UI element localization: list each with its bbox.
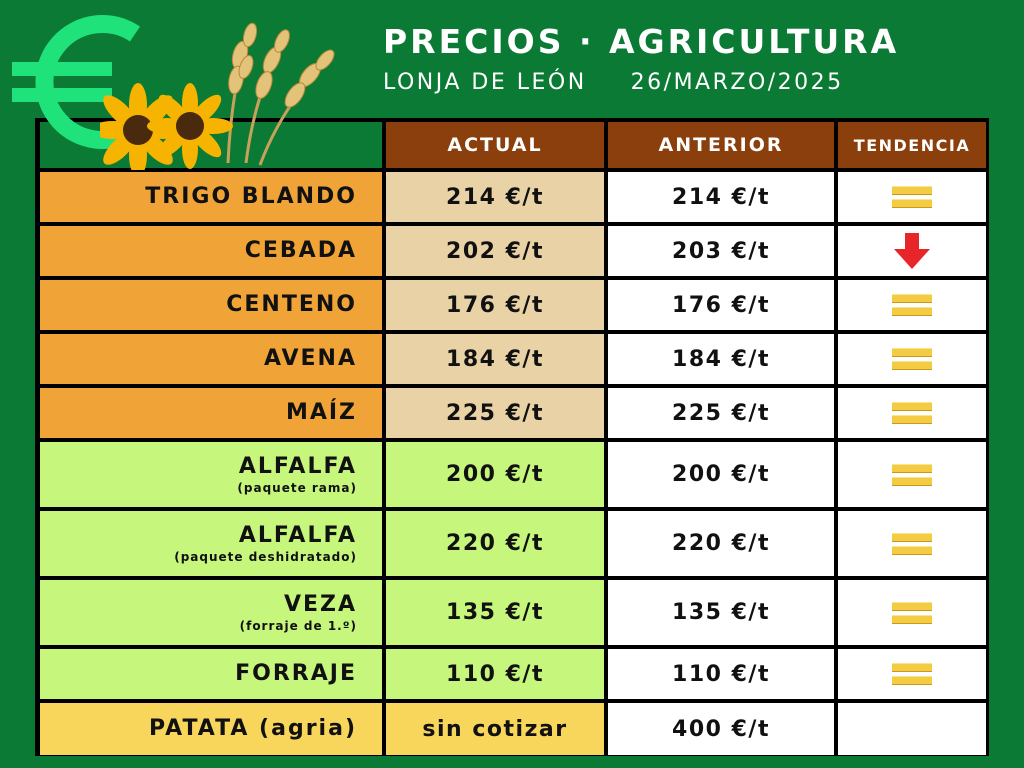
product-detail: (forraje de 1.º) bbox=[239, 618, 357, 633]
product-name: VEZA bbox=[283, 591, 357, 617]
product-name: CENTENO bbox=[226, 292, 357, 317]
trend-cell bbox=[838, 334, 986, 384]
header-anterior: ANTERIOR bbox=[608, 122, 834, 168]
trend-cell bbox=[838, 280, 986, 330]
product-name-cell: TRIGO BLANDO bbox=[40, 172, 382, 222]
previous-price-cell: 214 €/t bbox=[608, 172, 834, 222]
market-location: LONJA DE LEÓN bbox=[383, 70, 587, 95]
actual-price-cell: 220 €/t bbox=[386, 511, 604, 576]
previous-price-cell: 176 €/t bbox=[608, 280, 834, 330]
previous-price-cell: 184 €/t bbox=[608, 334, 834, 384]
product-name: FORRAJE bbox=[235, 661, 357, 686]
actual-price-cell: 225 €/t bbox=[386, 388, 604, 438]
trend-cell bbox=[838, 580, 986, 645]
page-title: PRECIOS · AGRICULTURA bbox=[383, 22, 900, 61]
product-name-cell: ALFALFA (paquete deshidratado) bbox=[40, 511, 382, 576]
previous-price-cell: 200 €/t bbox=[608, 442, 834, 507]
equal-trend-icon bbox=[892, 186, 932, 208]
actual-price-cell: sin cotizar bbox=[386, 703, 604, 755]
previous-price-cell: 400 €/t bbox=[608, 703, 834, 755]
product-name-cell: CEBADA bbox=[40, 226, 382, 276]
equal-trend-icon bbox=[892, 532, 932, 555]
sunflower-2 bbox=[147, 83, 233, 169]
trend-cell bbox=[838, 649, 986, 699]
product-name-cell: PATATA (agria) bbox=[40, 703, 382, 755]
equal-trend-icon bbox=[892, 601, 932, 624]
sunflowers-wheat-illustration bbox=[100, 22, 335, 170]
page-subtitle: LONJA DE LEÓN 26/MARZO/2025 bbox=[383, 70, 844, 95]
actual-price-cell: 202 €/t bbox=[386, 226, 604, 276]
product-detail: (paquete rama) bbox=[237, 480, 357, 495]
report-date: 26/MARZO/2025 bbox=[630, 70, 844, 95]
prices-table: ACTUAL ANTERIOR TENDENCIA TRIGO BLANDO 214 €… bbox=[35, 118, 989, 756]
trend-cell bbox=[838, 226, 986, 276]
down-arrow-icon bbox=[894, 233, 930, 269]
equal-trend-icon bbox=[892, 402, 932, 424]
product-name: ALFALFA bbox=[238, 453, 357, 479]
trend-cell bbox=[838, 511, 986, 576]
product-name: PATATA (agria) bbox=[149, 716, 357, 741]
actual-price-cell: 200 €/t bbox=[386, 442, 604, 507]
previous-price-cell: 225 €/t bbox=[608, 388, 834, 438]
header-tendencia: TENDENCIA bbox=[838, 122, 986, 168]
equal-trend-icon bbox=[892, 294, 932, 316]
product-name: MAÍZ bbox=[285, 400, 357, 425]
product-name-cell: ALFALFA (paquete rama) bbox=[40, 442, 382, 507]
actual-price-cell: 214 €/t bbox=[386, 172, 604, 222]
previous-price-cell: 203 €/t bbox=[608, 226, 834, 276]
product-name-cell: CENTENO bbox=[40, 280, 382, 330]
product-name-cell: MAÍZ bbox=[40, 388, 382, 438]
product-name: ALFALFA bbox=[238, 522, 357, 548]
product-name: TRIGO BLANDO bbox=[145, 184, 357, 209]
equal-trend-icon bbox=[892, 663, 932, 685]
trend-cell bbox=[838, 442, 986, 507]
actual-price-cell: 184 €/t bbox=[386, 334, 604, 384]
equal-trend-icon bbox=[892, 348, 932, 370]
previous-price-cell: 110 €/t bbox=[608, 649, 834, 699]
product-name-cell: AVENA bbox=[40, 334, 382, 384]
actual-price-cell: 176 €/t bbox=[386, 280, 604, 330]
actual-price-cell: 135 €/t bbox=[386, 580, 604, 645]
product-name: CEBADA bbox=[244, 238, 357, 263]
product-detail: (paquete deshidratado) bbox=[174, 549, 357, 564]
wheat-stalks bbox=[226, 22, 335, 166]
actual-price-cell: 110 €/t bbox=[386, 649, 604, 699]
trend-cell bbox=[838, 388, 986, 438]
product-name-cell: VEZA (forraje de 1.º) bbox=[40, 580, 382, 645]
product-name-cell: FORRAJE bbox=[40, 649, 382, 699]
euro-icon bbox=[12, 15, 141, 149]
product-name: AVENA bbox=[263, 346, 357, 371]
previous-price-cell: 220 €/t bbox=[608, 511, 834, 576]
header-actual: ACTUAL bbox=[386, 122, 604, 168]
equal-trend-icon bbox=[892, 463, 932, 486]
trend-cell bbox=[838, 172, 986, 222]
trend-cell bbox=[838, 703, 986, 755]
previous-price-cell: 135 €/t bbox=[608, 580, 834, 645]
